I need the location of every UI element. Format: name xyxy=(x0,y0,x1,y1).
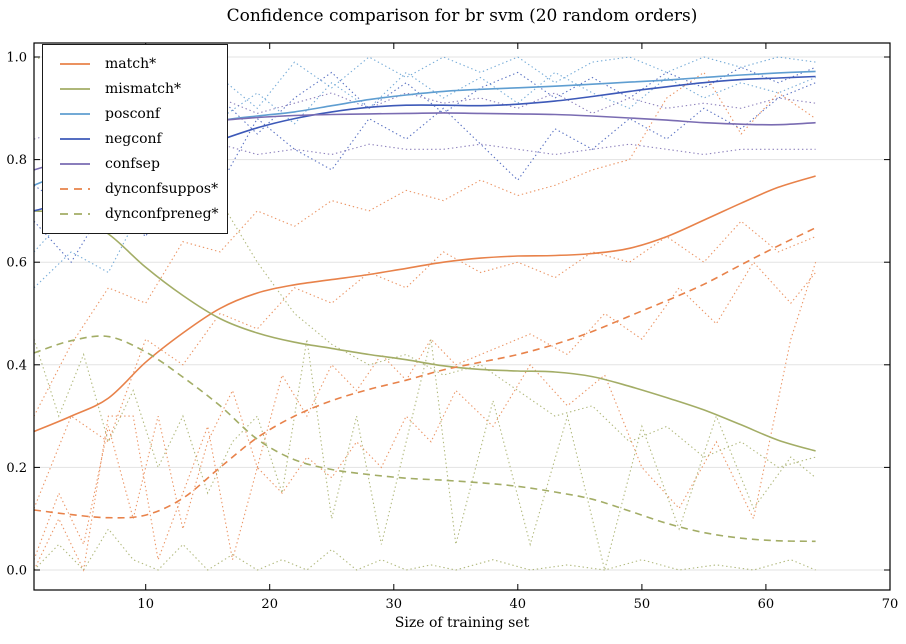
legend-item-mismatch: mismatch* xyxy=(59,76,217,101)
legend-label: dynconfsuppos* xyxy=(105,180,219,197)
legend-line-swatch xyxy=(60,137,90,140)
legend-item-confsep: confsep xyxy=(59,151,217,176)
y-tick-label: 0.8 xyxy=(6,153,27,168)
legend-label: match* xyxy=(105,55,157,72)
run-line-orange xyxy=(34,262,817,572)
y-tick-label: 0.4 xyxy=(6,358,27,373)
x-tick-label: 70 xyxy=(882,597,899,612)
legend-item-posconf: posconf xyxy=(59,101,217,126)
legend-line-swatch xyxy=(60,162,90,165)
legend-item-dynconfpreneg: dynconfpreneg* xyxy=(59,201,219,226)
run-line-purple xyxy=(34,143,816,171)
y-tick-label: 1.0 xyxy=(6,51,27,66)
run-line-olive xyxy=(34,528,816,571)
legend-line-swatch xyxy=(60,112,90,115)
legend-item-negconf: negconf xyxy=(59,126,217,151)
legend-line-swatch xyxy=(60,212,90,215)
x-axis-label: Size of training set xyxy=(394,615,530,631)
legend-item-dynconfsuppos: dynconfsuppos* xyxy=(59,176,219,201)
legend-label: confsep xyxy=(105,155,160,172)
legend-item-match: match* xyxy=(59,51,217,76)
legend-label: mismatch* xyxy=(105,80,182,97)
run-line-olive xyxy=(34,56,816,468)
run-line-orange xyxy=(34,261,817,560)
x-tick-label: 30 xyxy=(386,597,403,612)
legend-label: negconf xyxy=(105,130,162,147)
run-line-olive xyxy=(34,339,816,571)
x-tick-label: 40 xyxy=(510,597,527,612)
chart-title: Confidence comparison for br svm (20 ran… xyxy=(226,6,698,26)
series-line-mismatch xyxy=(34,210,816,452)
x-tick-label: 60 xyxy=(758,597,775,612)
series-line-match xyxy=(34,175,816,433)
legend-label: dynconfpreneg* xyxy=(105,205,219,222)
run-line-orange xyxy=(34,220,816,509)
legend-line-swatch xyxy=(60,87,90,90)
legend-line-swatch xyxy=(60,62,90,65)
legend: match* mismatch* posconf negconf confsep dync… xyxy=(42,44,228,234)
y-tick-label: 0.6 xyxy=(6,256,27,271)
y-tick-label: 0.2 xyxy=(6,461,27,476)
series-line-dynconfpreneg xyxy=(34,335,816,543)
plot-frame xyxy=(33,42,891,591)
x-tick-label: 10 xyxy=(137,597,154,612)
legend-label: posconf xyxy=(105,105,161,122)
series-line-dynconfsuppos xyxy=(34,227,816,519)
y-tick-label: 0.0 xyxy=(6,564,27,579)
x-tick-label: 20 xyxy=(261,597,278,612)
legend-line-swatch xyxy=(60,187,90,190)
x-tick-label: 50 xyxy=(634,597,651,612)
